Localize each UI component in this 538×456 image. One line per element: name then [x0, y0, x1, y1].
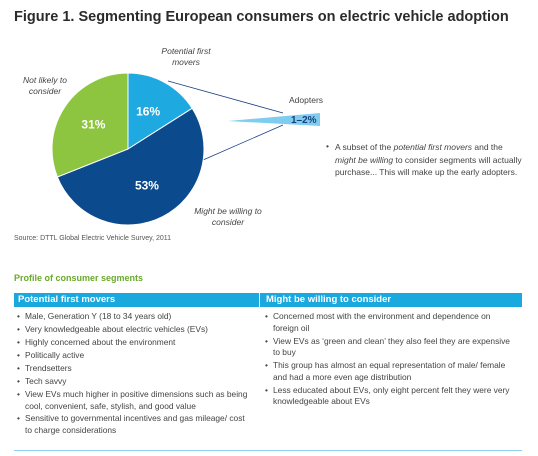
bullet-item: Sensitive to governmental incentives and… [16, 413, 254, 436]
bullet-item: Trendsetters [16, 363, 254, 375]
pie-chart: Adopters 1–2% 16% 53% 31% [51, 72, 323, 226]
note-text: to consider segments will actually purch… [335, 154, 522, 178]
bullet-item: This group has almost an equal represent… [264, 360, 514, 383]
bullet-item: Politically active [16, 350, 254, 362]
slice-value-label: 53% [135, 178, 159, 192]
bullet-item: Concerned most with the environment and … [264, 311, 514, 334]
bullet: • [326, 141, 329, 151]
note-text: might be willing [335, 154, 394, 165]
callout-label: Adopters [289, 95, 323, 105]
source: Source: DTTL Global Electric Vehicle Sur… [14, 235, 172, 242]
slice-value-label: 31% [81, 118, 105, 132]
pie-slice [127, 72, 193, 150]
bullet-item: Male, Generation Y (18 to 34 years old) [16, 311, 254, 323]
callout-line [202, 124, 284, 161]
callout-value: 1–2% [291, 115, 317, 126]
slice-category: Might be willing to consider [194, 206, 262, 227]
note-text: A subset of the [335, 142, 394, 152]
column-header: Potential first movers [18, 294, 116, 305]
slice-category: Potential first movers [161, 46, 211, 67]
slice-value-label: 16% [136, 105, 160, 119]
bullet-list: Concerned most with the environment and … [264, 311, 514, 409]
bullet-item: View EVs much higher in positive dimensi… [16, 389, 254, 412]
section-title: Profile of consumer segments [14, 273, 144, 283]
note-text: and the [472, 142, 503, 152]
bullet-item: View EVs as ‘green and clean’ they also … [264, 336, 514, 359]
slice-category: Not likely to consider [23, 75, 67, 96]
pie-slice [56, 107, 205, 226]
table-header-bar [14, 293, 522, 307]
header-divider [259, 293, 260, 307]
bullet-item: Tech savvy [16, 376, 254, 388]
figure-title: Figure 1. Segmenting European consumers … [14, 9, 509, 25]
bullet-item: Less educated about EVs, only eight perc… [264, 385, 514, 408]
table-rule [14, 450, 522, 451]
callout-line [167, 80, 284, 114]
column-header: Might be willing to consider [266, 294, 392, 305]
note-text: potential first movers [393, 142, 473, 152]
bullet-item: Highly concerned about the environment [16, 337, 254, 349]
pie-slice [51, 72, 129, 178]
note: A subset of the potential first movers a… [335, 141, 525, 179]
adopters-wedge [228, 113, 320, 126]
bullet-list: Male, Generation Y (18 to 34 years old)V… [16, 311, 254, 438]
bullet-item: Very knowledgeable about electric vehicl… [16, 324, 254, 336]
